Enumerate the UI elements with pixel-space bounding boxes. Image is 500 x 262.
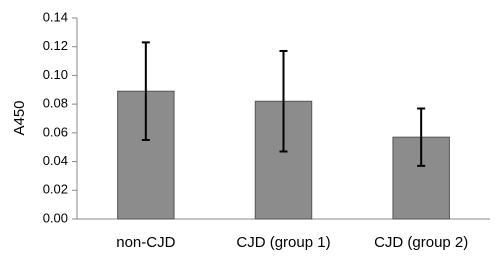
x-tick-label: CJD (group 1) [236,234,330,251]
x-tick-label: non-CJD [116,234,175,251]
error-bar [417,107,426,167]
y-tick-label: 0.10 [43,67,68,82]
y-tick-label: 0.06 [43,124,68,139]
error-bar [279,50,288,153]
y-tick-label: 0.08 [43,96,68,111]
y-axis-label: A450 [11,100,28,135]
error-bar [141,41,150,142]
y-tick-label: 0.14 [43,9,68,24]
bar [392,136,450,220]
y-tick-label: 0.12 [43,38,68,53]
x-tick-label: CJD (group 2) [374,234,468,251]
y-tick-label: 0.04 [43,153,68,168]
y-tick-label: 0.00 [43,210,68,225]
y-tick-label: 0.02 [43,182,68,197]
